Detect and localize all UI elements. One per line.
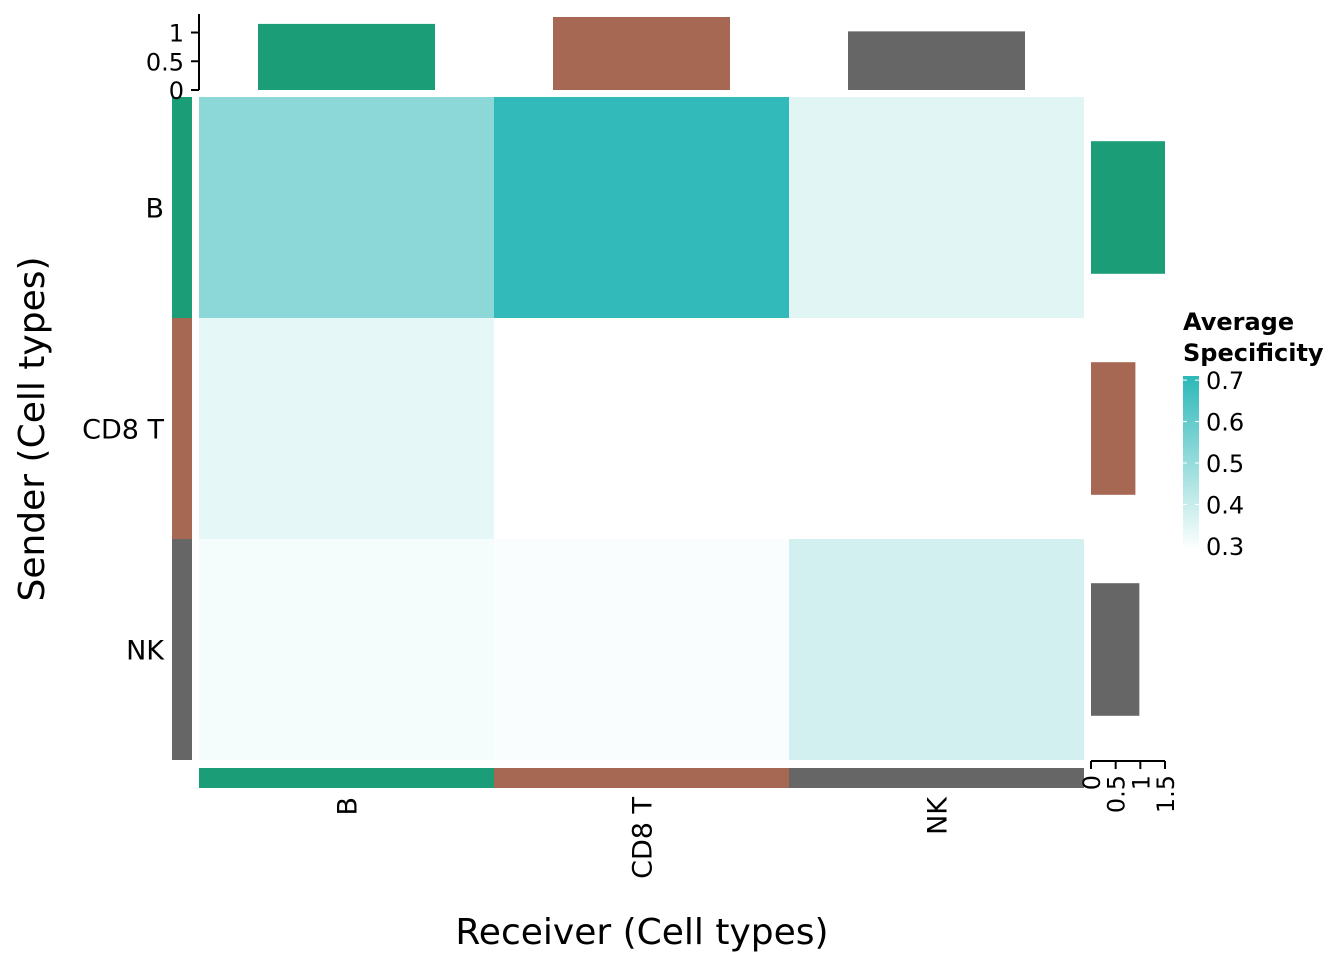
row-label: CD8 T [82,415,164,446]
right-axis-tick-label: 1 [1127,775,1155,790]
legend-gradient [1183,376,1199,550]
column-label: B [333,797,364,816]
top-axis-tick-label: 1 [169,20,184,48]
row-label: B [145,194,164,225]
heatmap-cell [199,97,494,318]
top-bar [848,31,1025,90]
top-bar [258,23,435,91]
x-axis-title: Receiver (Cell types) [455,912,828,953]
row-annotation-bar [172,97,192,760]
row-annotation-block [172,318,192,539]
heatmap-cell [494,539,789,760]
column-annotation-block [789,768,1084,788]
column-labels: B CD8 T NK [333,796,954,879]
row-label: NK [126,636,165,667]
top-barplot: 00.51 [146,14,1025,105]
legend-tick-label: 0.4 [1206,491,1244,519]
right-axis-tick-label: 0 [1078,775,1106,790]
right-bar [1091,362,1136,495]
column-annotation-block [199,768,494,788]
right-bar [1091,583,1140,716]
legend-tick-label: 0.6 [1206,409,1244,437]
legend-title: Average [1183,308,1294,336]
column-annotation-block [494,768,789,788]
row-labels: B CD8 T NK [82,194,165,667]
legend-title: Specificity [1183,339,1324,367]
right-axis-tick-label: 0.5 [1103,775,1131,813]
heatmap-cell [789,97,1084,318]
row-annotation-block [172,97,192,318]
column-label: CD8 T [628,797,659,879]
column-label: NK [923,796,954,835]
legend-tick-label: 0.7 [1206,367,1244,395]
legend-tick-label: 0.3 [1206,533,1244,561]
legend-tick-label: 0.5 [1206,450,1244,478]
heatmap-cells [199,97,1084,760]
top-axis-tick-label: 0 [169,77,184,105]
heatmap-cell [199,318,494,539]
right-bar [1091,141,1165,274]
heatmap-cell [199,539,494,760]
top-axis-tick-label: 0.5 [146,48,184,76]
row-annotation-block [172,539,192,760]
heatmap-cell [789,539,1084,760]
right-axis-tick-label: 1.5 [1152,775,1180,813]
right-barplot: 00.511.5 [1078,141,1180,813]
y-axis-title: Sender (Cell types) [12,256,53,601]
column-annotation-bar [199,768,1084,788]
heatmap-cell [494,97,789,318]
top-bar [553,17,730,90]
